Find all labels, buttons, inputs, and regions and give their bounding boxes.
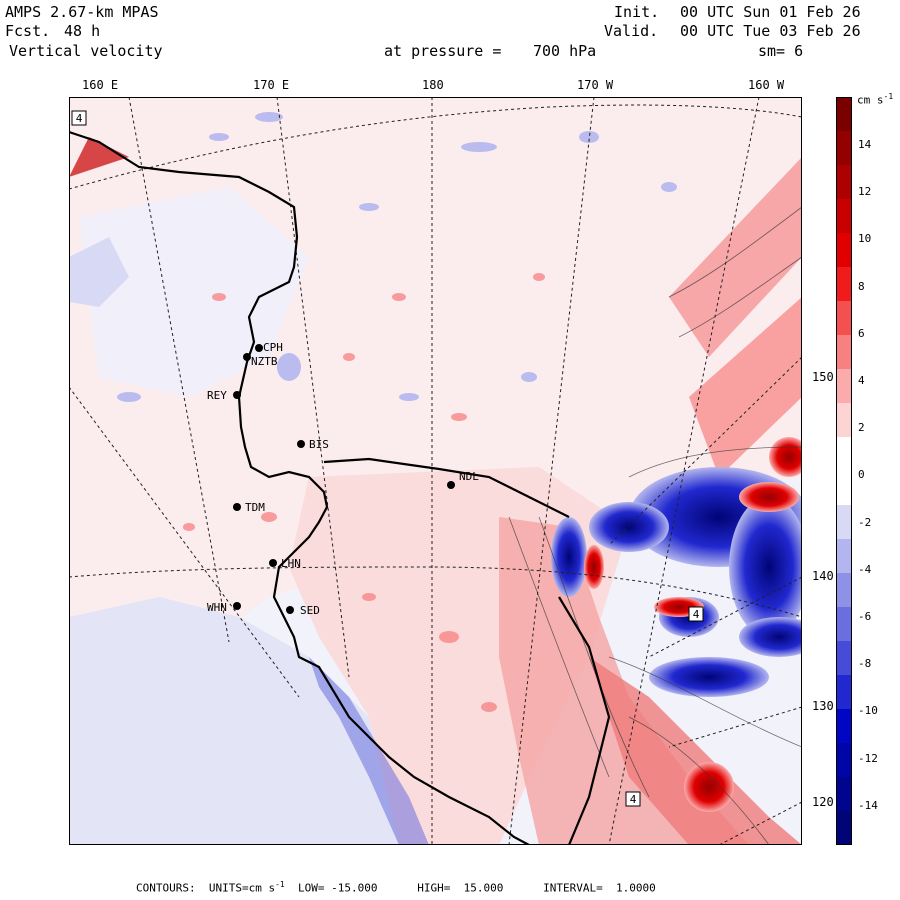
station-dot-bis: [297, 440, 305, 448]
colorbar-tick-label: 8: [858, 279, 865, 293]
station-label-sed: SED: [300, 604, 320, 617]
forecast-label: Fcst.: [5, 22, 51, 40]
colorbar-swatch: [836, 675, 852, 710]
colorbar-swatch: [836, 573, 852, 608]
station-label-whn: WHN: [207, 601, 227, 614]
colorbar-tick-label: -8: [858, 657, 872, 671]
station-dot-sed: [286, 606, 294, 614]
model-title: AMPS 2.67-km MPAS: [5, 3, 159, 21]
colorbar-tick-label: 4: [858, 374, 865, 387]
colorbar-swatch: [836, 165, 852, 200]
lon-label-160e: 160 E: [82, 78, 119, 92]
colorbar-swatch: [836, 233, 852, 268]
colorbar-swatch: [836, 437, 852, 472]
station-label-tdm: TDM: [245, 501, 265, 514]
colorbar-tick-label: 14: [858, 138, 872, 151]
colorbar-swatch: [836, 199, 852, 234]
colorbar-swatch: [836, 709, 852, 744]
station-label-nztb: NZTB: [251, 355, 278, 368]
colorbar-swatch: [836, 777, 852, 812]
colorbar-swatch: [836, 131, 852, 166]
colorbar-swatch: [836, 301, 852, 336]
field-name: Vertical velocity: [9, 42, 163, 60]
forecast-hour: 48 h: [64, 22, 101, 40]
colorbar-swatch: [836, 641, 852, 676]
colorbar-tick-label: -6: [858, 610, 872, 623]
station-dot-cph: [255, 344, 263, 352]
colorbar: [836, 97, 852, 845]
pressure-level-value: 700 hPa: [533, 42, 597, 60]
valid-label: Valid.: [604, 22, 659, 40]
lon-label-180: 180: [422, 78, 444, 92]
colorbar-swatch: [836, 97, 852, 132]
station-label-cph: CPH: [263, 341, 283, 354]
init-label: Init.: [614, 3, 660, 21]
station-dot-rey: [233, 391, 241, 399]
colorbar-tick-label: -10: [858, 704, 878, 718]
colorbar-swatch: [836, 811, 852, 845]
station-label-ndl: NDL: [459, 470, 479, 483]
interval-label: INTERVAL=: [543, 881, 603, 895]
pressure-level-label: at pressure =: [384, 42, 502, 60]
colorbar-swatch: [836, 471, 852, 506]
colorbar-units: cm s-1: [857, 92, 894, 107]
colorbar-tick-label: 6: [858, 326, 865, 340]
colorbar-swatch: [836, 539, 852, 574]
colorbar-tick-label: 12: [858, 185, 872, 199]
high-label: HIGH=: [417, 881, 451, 895]
colorbar-swatch: [836, 607, 852, 642]
high-value: 15.000: [463, 881, 504, 895]
colorbar-tick-label: -14: [858, 798, 878, 812]
station-dot-nztb: [243, 353, 251, 361]
box-marker-2: 4: [693, 608, 700, 621]
box-marker-3: 4: [630, 793, 637, 806]
station-dot-ndl: [447, 481, 455, 489]
lon-label-160w: 160 W: [748, 78, 785, 92]
colorbar-tick-label: 0: [858, 468, 865, 482]
smoothing-value: sm= 6: [758, 42, 804, 60]
colorbar-tick-label: -12: [858, 751, 878, 765]
box-marker-group: 4 4 4: [71, 110, 704, 807]
low-label: LOW=: [297, 881, 325, 895]
station-label-lhn: LHN: [281, 557, 301, 570]
valid-time: 00 UTC Tue 03 Feb 26: [680, 22, 861, 40]
init-time: 00 UTC Sun 01 Feb 26: [680, 3, 861, 21]
colorbar-swatch: [836, 403, 852, 438]
contours-label: CONTOURS:: [136, 881, 196, 895]
colorbar-tick-label: 10: [858, 232, 872, 246]
colorbar-swatch: [836, 369, 852, 404]
station-label-rey: REY: [207, 389, 227, 402]
station-dot-tdm: [233, 503, 241, 511]
low-value: -15.000: [331, 881, 378, 895]
colorbar-tick-label: -2: [858, 515, 872, 529]
colorbar-swatch: [836, 505, 852, 540]
station-dot-whn: [233, 602, 241, 610]
station-dot-lhn: [269, 559, 277, 567]
contour-info: CONTOURS: UNITS=cm s-1 LOW= -15.000 HIGH…: [136, 880, 656, 895]
lon-label-170w: 170 W: [577, 78, 614, 92]
station-label-bis: BIS: [309, 438, 329, 451]
colorbar-tick-label: 2: [858, 421, 865, 435]
colorbar-swatch: [836, 335, 852, 370]
lon-label-170e: 170 E: [253, 78, 290, 92]
colorbar-swatch: [836, 267, 852, 302]
units-label: UNITS=cm s: [208, 881, 276, 895]
interval-value: 1.0000: [615, 881, 656, 895]
colorbar-tick-label: -4: [858, 562, 872, 576]
box-marker-1: 4: [76, 112, 83, 125]
colorbar-swatch: [836, 743, 852, 778]
vertical-velocity-map: 4 4 4: [69, 97, 802, 845]
